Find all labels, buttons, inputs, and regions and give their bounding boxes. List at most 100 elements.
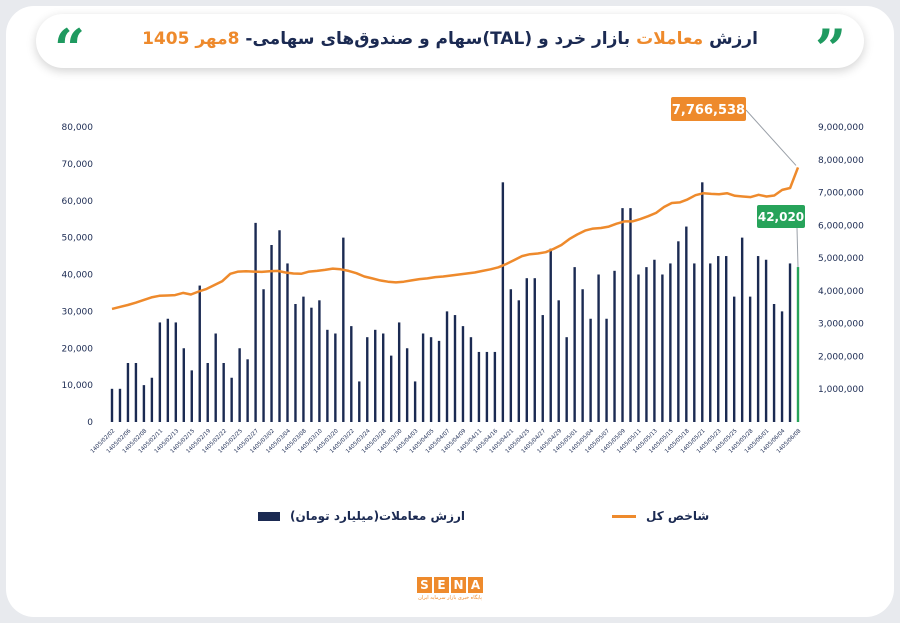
- bar: [717, 256, 720, 422]
- right-axis-tick-label: 4,000,000: [818, 287, 864, 297]
- bar: [150, 377, 154, 422]
- bar: [437, 340, 441, 422]
- bar: [589, 318, 592, 422]
- right-axis-tick-label: 3,000,000: [818, 320, 864, 330]
- bar: [541, 315, 544, 422]
- bar: [509, 289, 513, 422]
- bar: [693, 263, 696, 422]
- legend-line-item: شاخص کل: [612, 509, 709, 523]
- bar: [685, 226, 688, 422]
- bar: [366, 337, 369, 422]
- legend-line-label: شاخص کل: [646, 509, 710, 523]
- left-axis-tick-label: 70,000: [62, 160, 94, 170]
- bar: [581, 289, 584, 422]
- bar: [342, 237, 345, 422]
- left-axis-tick-label: 80,000: [62, 123, 94, 133]
- left-axis-tick-label: 20,000: [62, 344, 94, 354]
- legend-bar-label: ارزش معاملات(میلیارد تومان): [290, 509, 466, 523]
- quote-close-icon: ”: [814, 17, 846, 81]
- bar: [549, 248, 552, 422]
- bar: [318, 300, 321, 422]
- bar: [174, 322, 178, 422]
- bar: [262, 289, 265, 422]
- bar: [461, 326, 465, 422]
- quote-open-icon: “: [54, 17, 86, 81]
- title-part-2: بازار خرد و (TAL)سهام و صندوق‌های سهامی-: [245, 29, 631, 49]
- bar: [190, 370, 193, 422]
- bar: [732, 296, 736, 422]
- left-axis-tick-label: 50,000: [62, 234, 94, 244]
- bar: [278, 230, 281, 422]
- bar: [645, 267, 648, 422]
- bar: [788, 263, 792, 422]
- bar: [214, 333, 217, 422]
- bar: [533, 278, 536, 422]
- chart-title: ارزش معاملات بازار خرد و (TAL)سهام و صند…: [126, 29, 774, 49]
- left-axis-tick-label: 30,000: [62, 307, 94, 317]
- trade-value-label: 42,020: [758, 210, 804, 224]
- bar: [421, 333, 425, 422]
- bar: [605, 318, 608, 422]
- bar: [469, 337, 473, 422]
- bar: [477, 351, 481, 422]
- bar: [254, 222, 257, 422]
- bar: [573, 267, 576, 422]
- bar: [142, 385, 146, 422]
- logo-tagline: پایگاه خبری بازار سرمایه ایران: [418, 595, 482, 601]
- index-value-badge: [671, 97, 746, 121]
- trade-value-badge: [757, 205, 805, 228]
- bar: [709, 263, 712, 422]
- bar: [158, 322, 162, 422]
- bar: [701, 182, 704, 422]
- bar: [565, 337, 568, 422]
- right-axis-tick-label: 6,000,000: [818, 221, 864, 231]
- title-part-1: ارزش: [709, 29, 758, 49]
- right-axis-tick-label: 9,000,000: [818, 123, 864, 133]
- bar: [661, 274, 664, 422]
- right-axis-tick-label: 2,000,000: [818, 352, 864, 362]
- bar: [405, 348, 409, 422]
- bar: [748, 296, 752, 422]
- bar: [677, 241, 680, 422]
- bar: [182, 348, 185, 422]
- bar: [350, 326, 353, 422]
- bar: [653, 259, 656, 422]
- bar: [413, 381, 417, 422]
- bar: [246, 359, 249, 422]
- bar: [294, 304, 297, 422]
- bar: [429, 337, 433, 422]
- sena-logo: S E N A پایگاه خبری بازار سرمایه ایران: [412, 577, 488, 601]
- bar: [222, 363, 225, 422]
- bar: [286, 263, 289, 422]
- left-axis-tick-label: 0: [87, 418, 93, 428]
- bar: [326, 329, 329, 422]
- bar: [270, 245, 273, 422]
- bar: [134, 363, 138, 422]
- bar: [772, 304, 776, 422]
- right-axis-tick-label: 7,000,000: [818, 189, 864, 199]
- left-axis-tick-label: 10,000: [62, 381, 94, 391]
- bar: [725, 256, 728, 422]
- bar: [629, 208, 632, 422]
- bar: [110, 388, 114, 422]
- bar: [302, 296, 305, 422]
- bar: [206, 363, 209, 422]
- bar: [358, 381, 361, 422]
- bar: [637, 274, 640, 422]
- bar: [780, 311, 784, 422]
- legend-bar-swatch: [258, 511, 280, 521]
- bar: [453, 315, 457, 422]
- bar: [198, 285, 201, 422]
- bar: [517, 300, 521, 422]
- logo-letter-n: N: [451, 577, 466, 593]
- logo-letter-a: A: [468, 577, 483, 593]
- bar: [118, 388, 122, 422]
- bar: [796, 267, 800, 422]
- bar: [669, 263, 672, 422]
- bar: [501, 182, 505, 422]
- bar: [389, 355, 393, 422]
- title-bar: “ ارزش معاملات بازار خرد و (TAL)سهام و ص…: [36, 14, 864, 76]
- bar: [597, 274, 600, 422]
- title-date: 8مهر 1405: [142, 29, 240, 49]
- left-axis-tick-label: 60,000: [62, 197, 94, 207]
